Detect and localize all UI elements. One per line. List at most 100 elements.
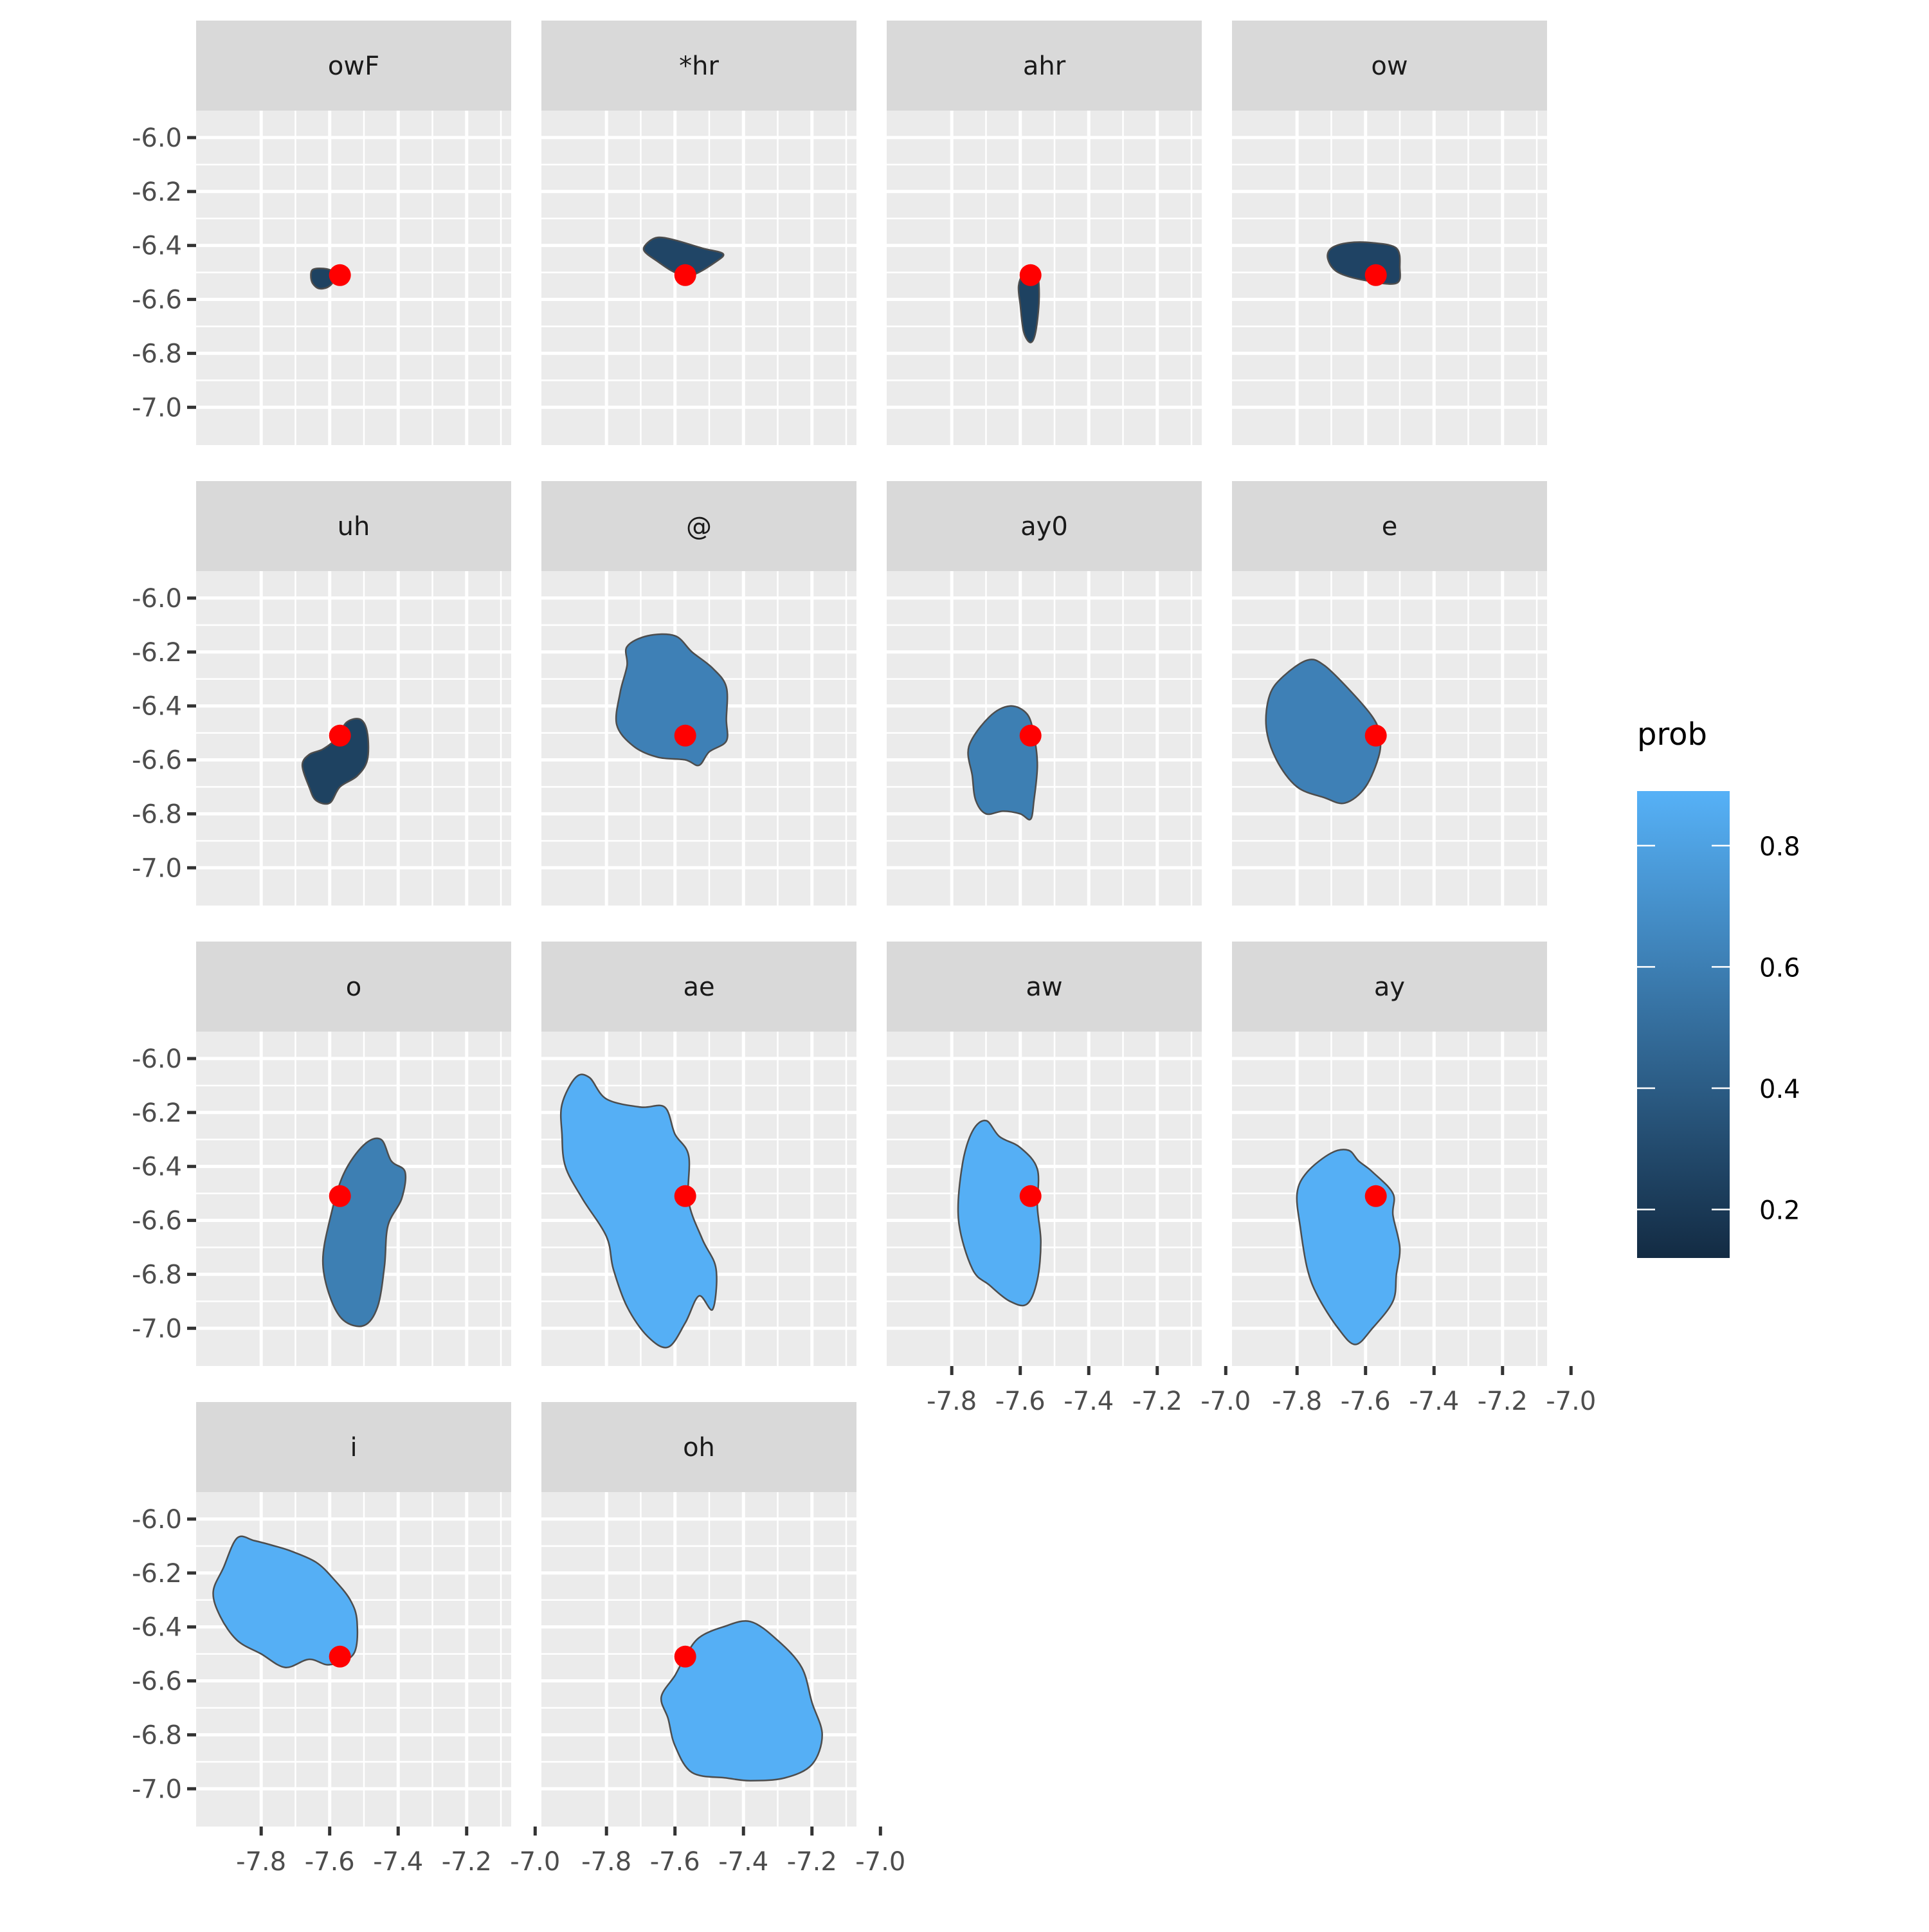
- facet-title: ay0: [1020, 512, 1068, 542]
- facet-strip: [1232, 481, 1547, 571]
- probability-region: [559, 1073, 718, 1349]
- reference-point: [1019, 264, 1042, 286]
- facet-panel-9: o -6.0 -6.2 -6.4 -6.6 -6.8 -7.0: [132, 942, 537, 1366]
- facet-strip: [196, 942, 511, 1032]
- reference-point: [329, 264, 351, 286]
- reference-point: [329, 724, 351, 747]
- facet-panel-3: ahr: [887, 21, 1227, 445]
- x-tick-label: -7.6: [995, 1387, 1046, 1416]
- reference-point: [1364, 1185, 1387, 1207]
- facet-strip: [541, 1402, 856, 1492]
- x-tick-label: -7.4: [1064, 1387, 1114, 1416]
- facet-strip: [541, 942, 856, 1032]
- x-tick-label: -7.2: [1478, 1387, 1528, 1416]
- probability-region: [615, 633, 729, 767]
- facet-panel-5: uh -6.0 -6.2 -6.4 -6.6 -6.8 -7.0: [132, 481, 537, 906]
- reference-point: [1019, 1185, 1042, 1207]
- facet-panel-12: ay -7.8 -7.6 -7.4 -7.2 -7.0: [1232, 942, 1596, 1416]
- reference-point: [1019, 724, 1042, 747]
- facet-title: ow: [1371, 51, 1408, 81]
- facet-strip: [887, 21, 1202, 111]
- y-tick-label: -6.2: [132, 1098, 182, 1128]
- y-tick-label: -7.0: [132, 853, 182, 883]
- y-tick-label: -6.0: [132, 1505, 182, 1535]
- y-tick-label: -6.8: [132, 1260, 182, 1290]
- probability-region: [957, 1119, 1042, 1307]
- facet-panel-11: aw -7.8 -7.6 -7.4 -7.2 -7.0: [887, 942, 1251, 1416]
- probability-region: [322, 1137, 407, 1327]
- reference-point: [674, 724, 696, 747]
- facet-title: i: [350, 1433, 357, 1463]
- x-tick-label: -7.6: [650, 1847, 700, 1877]
- facet-title: uh: [338, 512, 370, 542]
- panel-background: [887, 571, 1202, 906]
- facet-title: ay: [1374, 972, 1405, 1002]
- facet-title: o: [346, 972, 361, 1002]
- facet-panel-10: ae: [541, 942, 882, 1366]
- facet-title: oh: [683, 1433, 715, 1463]
- panel-background: [887, 111, 1202, 445]
- y-tick-label: -6.4: [132, 1613, 182, 1643]
- y-tick-label: -7.0: [132, 393, 182, 423]
- legend-title: prob: [1637, 716, 1707, 752]
- y-tick-label: -6.2: [132, 1559, 182, 1589]
- panels-layer: owF -6.0 -6.2 -6.4 -6.6 -6.8 -7.0 *hr ahr ow uh -6.…: [132, 21, 1596, 1877]
- facet-strip: [887, 481, 1202, 571]
- facet-panel-8: e: [1232, 481, 1573, 906]
- reference-point: [1364, 724, 1387, 747]
- y-tick-label: -6.6: [132, 746, 182, 776]
- facet-panel-1: owF -6.0 -6.2 -6.4 -6.6 -6.8 -7.0: [132, 21, 537, 445]
- panel-background: [541, 111, 856, 445]
- x-tick-label: -7.2: [442, 1847, 492, 1877]
- x-tick-label: -7.0: [855, 1847, 905, 1877]
- y-tick-label: -6.6: [132, 286, 182, 315]
- x-tick-label: -7.6: [305, 1847, 355, 1877]
- facet-strip: [541, 21, 856, 111]
- y-tick-label: -6.0: [132, 1044, 182, 1074]
- probability-region: [660, 1620, 823, 1782]
- legend-ticks: 0.2 0.4 0.6 0.8: [1637, 832, 1800, 1226]
- facet-panel-4: ow: [1232, 21, 1573, 445]
- y-tick-label: -6.6: [132, 1667, 182, 1697]
- x-tick-label: -7.2: [787, 1847, 837, 1877]
- facet-strip: [887, 942, 1202, 1032]
- probability-region: [212, 1535, 359, 1668]
- facet-panel-7: ay0: [887, 481, 1227, 906]
- x-tick-label: -7.0: [1200, 1387, 1251, 1416]
- x-tick-label: -7.8: [581, 1847, 631, 1877]
- facet-strip: [196, 1402, 511, 1492]
- facet-panel-2: *hr: [541, 21, 882, 445]
- legend-tick-label: 0.4: [1759, 1075, 1800, 1104]
- reference-point: [329, 1645, 351, 1668]
- x-tick-label: -7.0: [1546, 1387, 1596, 1416]
- panel-background: [196, 111, 511, 445]
- x-tick-label: -7.2: [1132, 1387, 1182, 1416]
- y-tick-label: -6.0: [132, 123, 182, 153]
- facet-panel-14: oh -7.8 -7.6 -7.4 -7.2 -7.0: [541, 1402, 905, 1877]
- facet-strip: [196, 481, 511, 571]
- y-tick-label: -6.8: [132, 1720, 182, 1750]
- legend-tick-label: 0.6: [1759, 953, 1800, 983]
- reference-point: [674, 1185, 696, 1207]
- y-tick-label: -7.0: [132, 1314, 182, 1344]
- y-tick-label: -6.8: [132, 339, 182, 369]
- facet-strip: [1232, 942, 1547, 1032]
- legend-tick-label: 0.8: [1759, 832, 1800, 862]
- y-tick-label: -6.4: [132, 692, 182, 722]
- probability-region: [1265, 659, 1382, 805]
- y-tick-label: -6.2: [132, 638, 182, 668]
- probability-region: [642, 236, 725, 277]
- x-tick-label: -7.4: [373, 1847, 423, 1877]
- reference-point: [329, 1185, 351, 1207]
- facet-title: ahr: [1023, 51, 1066, 81]
- facet-title: aw: [1026, 972, 1062, 1002]
- reference-point: [674, 264, 696, 286]
- legend-tick-label: 0.2: [1759, 1196, 1800, 1226]
- facet-title: e: [1382, 512, 1398, 542]
- y-tick-label: -6.2: [132, 178, 182, 207]
- x-tick-label: -7.8: [236, 1847, 286, 1877]
- x-tick-label: -7.8: [927, 1387, 977, 1416]
- legend: prob 0.2 0.4 0.6 0.8: [1637, 716, 1800, 1258]
- facet-strip: [196, 21, 511, 111]
